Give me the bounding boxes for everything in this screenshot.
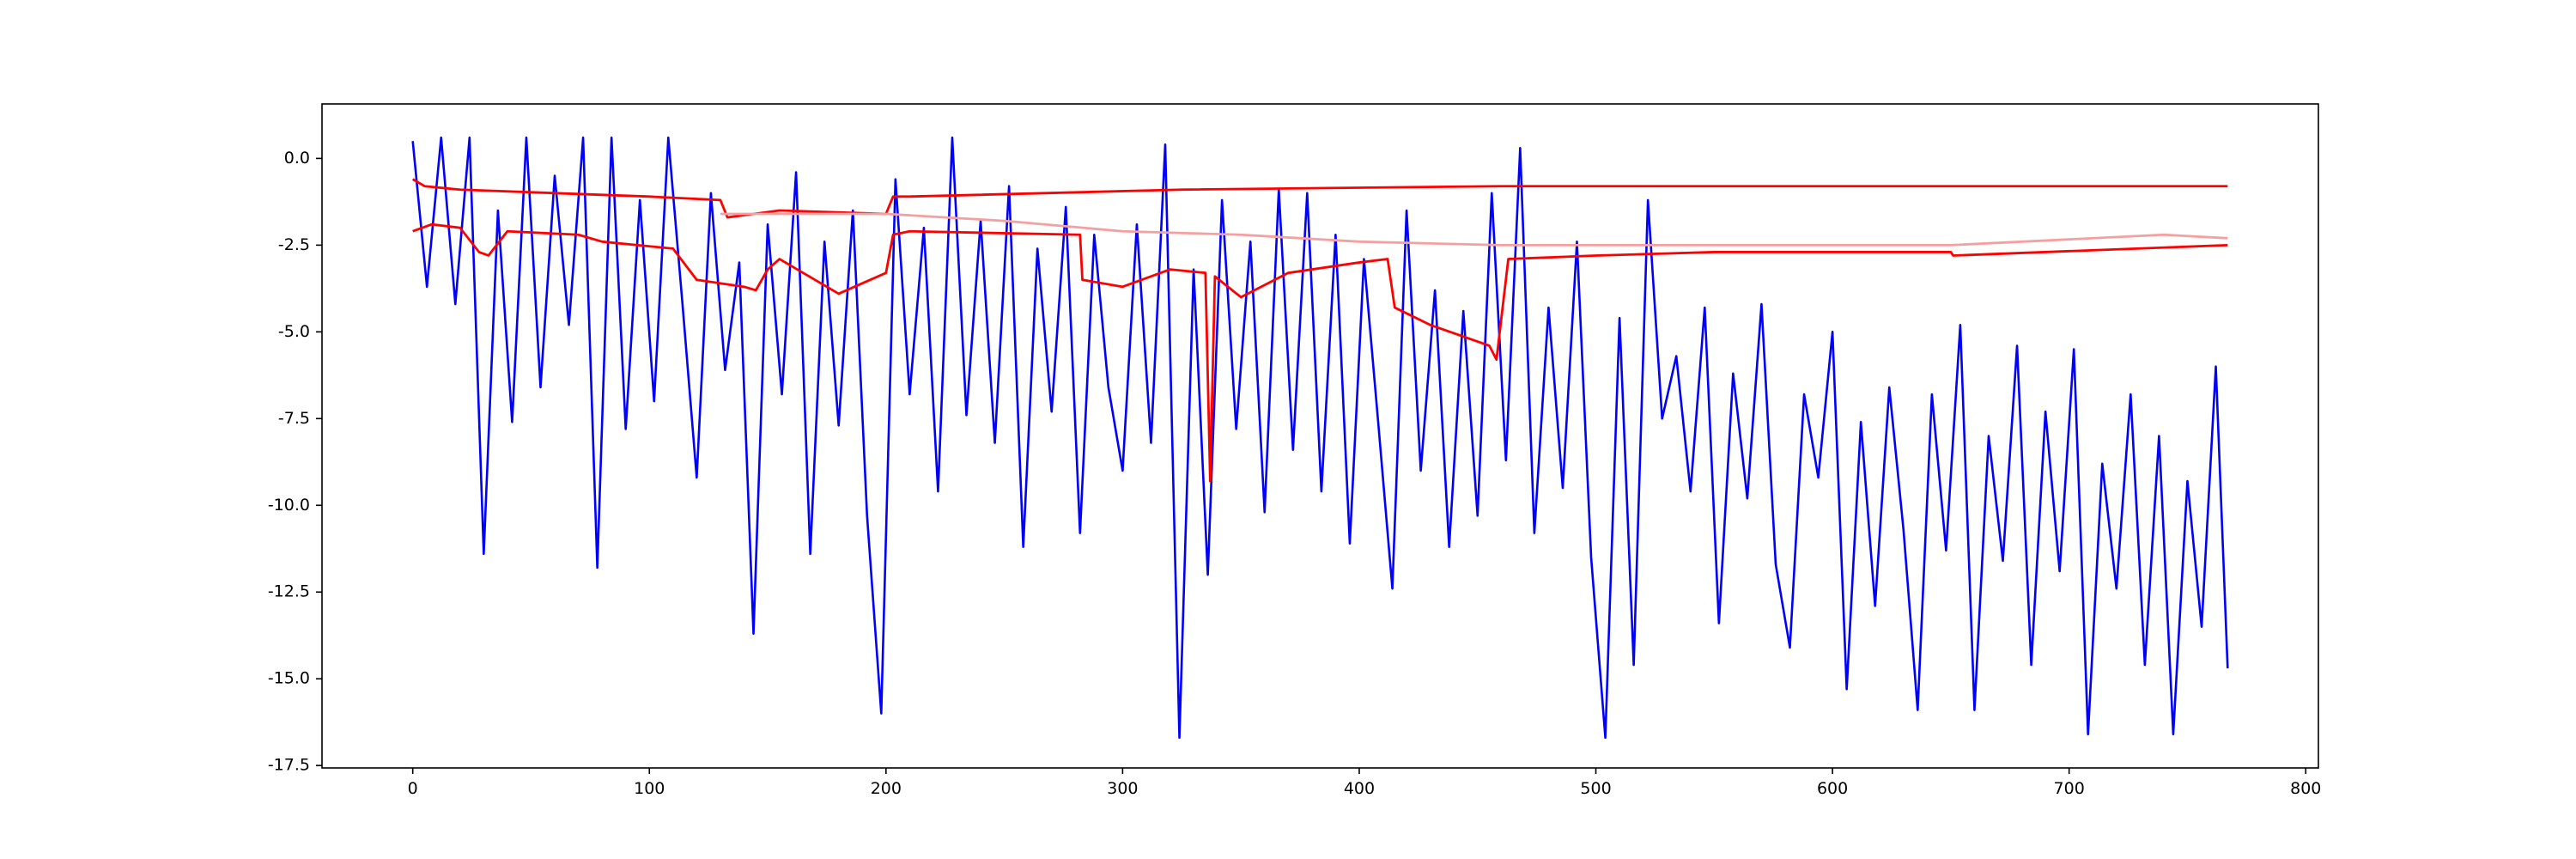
data-line bbox=[411, 136, 2229, 740]
x-tick-label: 700 bbox=[2054, 779, 2085, 798]
y-tick-label: -5.0 bbox=[278, 322, 310, 341]
data-line bbox=[720, 212, 2228, 247]
y-tick-label: -7.5 bbox=[278, 409, 310, 428]
x-tick-label: 200 bbox=[871, 779, 902, 798]
x-tick-label: 0 bbox=[408, 779, 418, 798]
data-line bbox=[412, 222, 2228, 483]
y-tick-label: -17.5 bbox=[268, 756, 310, 775]
plot-frame bbox=[321, 103, 2319, 769]
x-tick-label: 600 bbox=[1817, 779, 1848, 798]
y-tick-label: 0.0 bbox=[284, 149, 310, 168]
x-tick-label: 800 bbox=[2290, 779, 2321, 798]
x-tick-label: 300 bbox=[1107, 779, 1138, 798]
y-tick-label: -10.0 bbox=[268, 496, 310, 515]
y-tick-label: -2.5 bbox=[278, 235, 310, 254]
y-tick-label: -15.0 bbox=[268, 669, 310, 688]
x-tick-label: 100 bbox=[634, 779, 665, 798]
x-tick-label: 500 bbox=[1580, 779, 1611, 798]
x-tick-label: 400 bbox=[1344, 779, 1375, 798]
y-tick-label: -12.5 bbox=[268, 582, 310, 601]
